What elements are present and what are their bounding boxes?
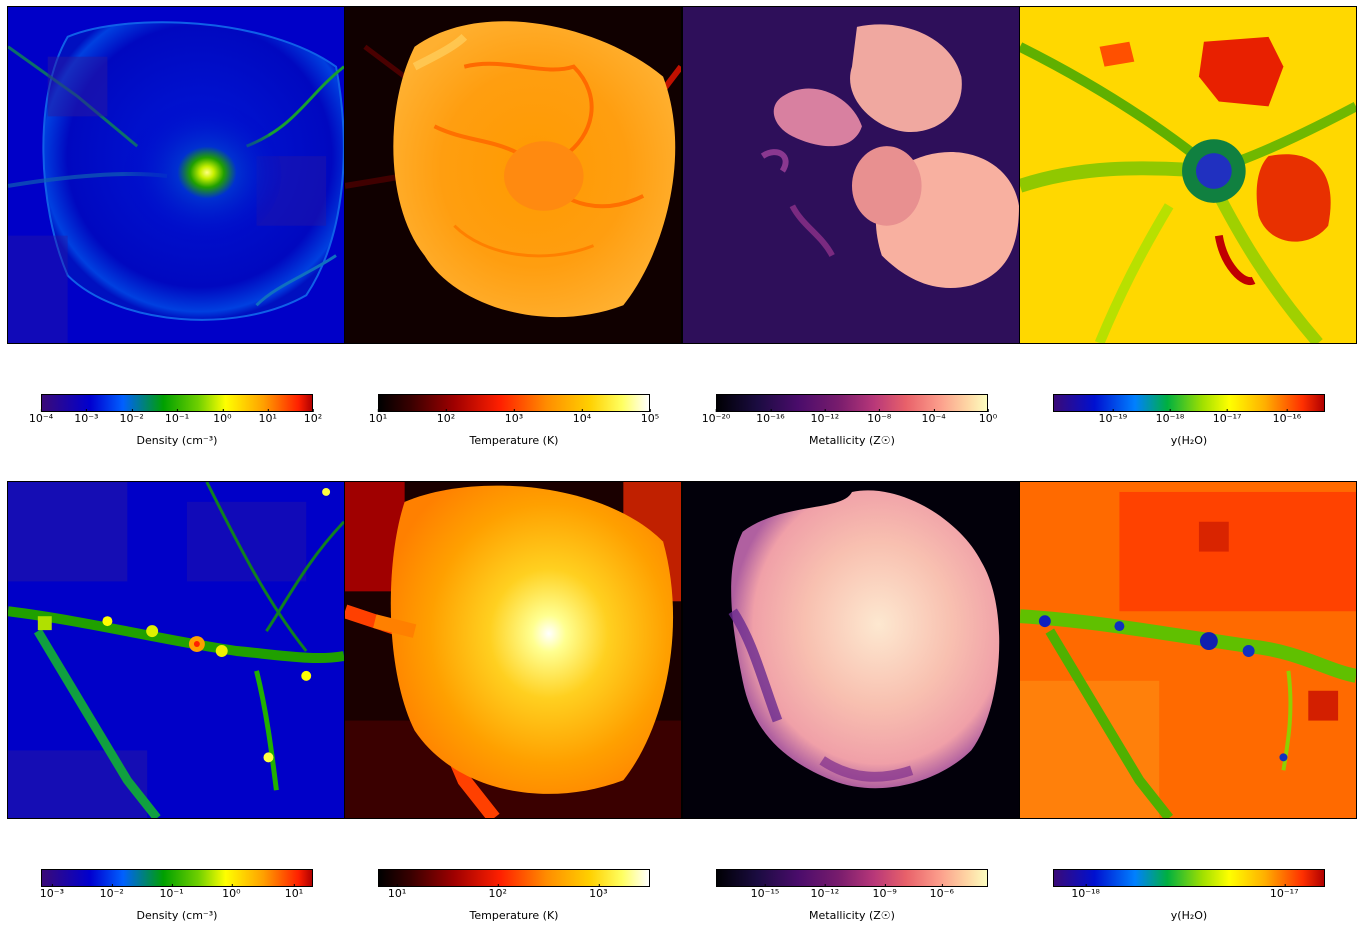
colorbar-tick-label: 10⁻⁴	[921, 409, 946, 425]
colorbar-label: Temperature (K)	[469, 909, 559, 922]
colorbar-tick-label: 10⁻¹⁸	[1071, 884, 1100, 900]
colorbar-label: Metallicity (Z☉)	[809, 909, 895, 922]
colorbar-ticks: 10¹ 10² 10³	[378, 884, 650, 903]
colorbar-tick-label: 10¹	[368, 409, 388, 425]
colorbar-tick-label: 10⁻³	[74, 409, 99, 425]
colorbar-label: Metallicity (Z☉)	[809, 434, 895, 447]
colorbar-tick-label: 10⁻¹⁵	[750, 884, 780, 900]
colorbar-gradient	[41, 869, 313, 887]
colorbar-tick-label: 10⁻⁸	[867, 409, 892, 425]
colorbar-tick-label: 10⁻¹⁷	[1269, 884, 1299, 900]
colorbar-label: y(H₂O)	[1170, 909, 1208, 922]
colorbar-tick-label: 10⁵	[640, 409, 660, 425]
colorbar-gradient	[716, 869, 988, 887]
colorbar-ticks: 10⁻¹⁹ 10⁻¹⁸ 10⁻¹⁷ 10⁻¹⁶	[1053, 409, 1325, 428]
colorbar-tick-label: 10⁻³	[39, 884, 64, 900]
colorbar-ticks: 10⁻²⁰ 10⁻¹⁶ 10⁻¹² 10⁻⁸ 10⁻⁴ 10⁰	[702, 409, 997, 428]
colorbar-tick-label: 10⁰	[213, 409, 232, 425]
temperature-map-bottom	[344, 481, 682, 819]
colorbar-tick-label: 10⁻¹⁹	[1098, 409, 1128, 425]
colorbar-tick-label: 10⁰	[222, 884, 241, 900]
colorbar-label: Density (cm⁻³)	[136, 434, 218, 447]
colorbar-gradient	[378, 869, 650, 887]
colorbar-tick-label: 10³	[589, 884, 608, 900]
colorbar-tick-label: 10⁻¹	[159, 884, 184, 900]
colorbar-tick-label: 10²	[488, 884, 507, 900]
colorbar-ticks: 10¹ 10² 10³ 10⁴ 10⁵	[369, 409, 659, 428]
colorbar-tick-label: 10²	[303, 409, 323, 425]
colorbar-gradient	[716, 394, 988, 412]
colorbar-tick-label: 10⁻²	[119, 409, 144, 425]
colorbar-gradient	[378, 394, 650, 412]
colorbar-tick-label: 10⁻¹²	[810, 409, 840, 425]
metallicity-map-top	[682, 6, 1020, 344]
water-map-bottom	[1019, 481, 1357, 819]
colorbar-tick-label: 10⁻²	[99, 884, 124, 900]
colorbar-tick-label: 10¹	[258, 409, 277, 425]
colorbar-tick-label: 10³	[504, 409, 524, 425]
colorbar-gradient	[1053, 394, 1325, 412]
colorbar-ticks: 10⁻¹⁵ 10⁻¹² 10⁻⁹ 10⁻⁶	[716, 884, 988, 903]
colorbar-ticks: 10⁻³ 10⁻² 10⁻¹ 10⁰ 10¹	[39, 884, 313, 903]
colorbar-tick-label: 10⁻¹⁶	[1272, 409, 1302, 425]
colorbar-tick-label: 10¹	[387, 884, 407, 900]
density-map-bottom	[7, 481, 345, 819]
colorbar-tick-label: 10⁴	[572, 409, 592, 425]
colorbar-tick-label: 10⁻⁶	[929, 884, 954, 900]
metallicity-map-bottom	[682, 481, 1020, 819]
colorbar-tick-label: 10⁻¹⁷	[1212, 409, 1242, 425]
colorbar-label: Density (cm⁻³)	[136, 909, 218, 922]
water-map-top	[1019, 6, 1357, 344]
colorbar-tick-label: 10⁻⁴	[28, 409, 54, 425]
temperature-map-top	[344, 6, 682, 344]
colorbar-gradient	[1053, 869, 1325, 887]
colorbar-ticks: 10⁻⁴ 10⁻³ 10⁻² 10⁻¹ 10⁰ 10¹ 10²	[29, 409, 322, 428]
colorbar-tick-label: 10⁻²⁰	[701, 409, 731, 425]
colorbar-label: y(H₂O)	[1170, 434, 1208, 447]
colorbar-tick-label: 10⁻⁹	[872, 884, 897, 900]
colorbar-tick-label: 10⁰	[978, 409, 998, 425]
colorbar-label: Temperature (K)	[469, 434, 559, 447]
density-map-top	[7, 6, 345, 344]
colorbar-tick-label: 10⁻¹²	[810, 884, 840, 900]
colorbar-ticks: 10⁻¹⁸ 10⁻¹⁷	[1053, 884, 1325, 903]
colorbar-gradient	[41, 394, 313, 412]
colorbar-tick-label: 10⁻¹⁸	[1155, 409, 1185, 425]
colorbar-tick-label: 10⁻¹⁶	[756, 409, 785, 425]
colorbar-tick-label: 10¹	[284, 884, 304, 900]
colorbar-tick-label: 10⁻¹	[164, 409, 190, 425]
colorbar-tick-label: 10²	[436, 409, 456, 425]
